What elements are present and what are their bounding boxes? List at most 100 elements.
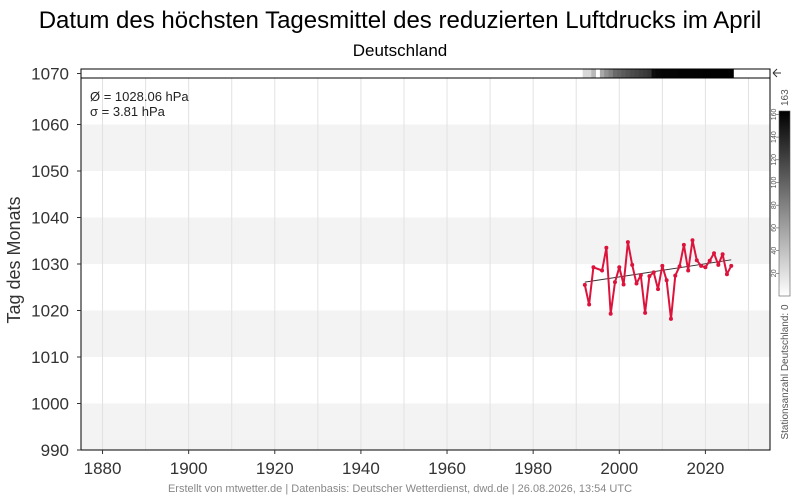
y-tick-label: 1030 [31,255,69,274]
y-tick-label: 990 [41,441,69,460]
station-cell [677,69,683,78]
data-point [707,258,712,263]
plot-frame [80,68,771,451]
station-cell [694,69,700,78]
data-point [625,240,630,245]
y-tick-label: 1000 [31,395,69,414]
data-point [694,258,699,263]
data-point [638,273,643,278]
data-point [664,278,669,283]
x-tick-label: 2000 [600,459,638,478]
station-cell [711,69,717,78]
data-point [630,262,635,267]
station-cell [604,69,609,78]
station-cell [630,69,635,78]
station-cell [673,69,678,78]
y-tick-label: 1010 [31,348,69,367]
station-cell [686,69,691,78]
footer-credit: Erstellt von mtwetter.de | Datenbasis: D… [168,483,632,495]
station-cell [582,69,588,78]
data-point [724,272,729,277]
data-point [677,264,682,269]
station-cell [660,69,665,78]
data-point [712,251,717,256]
station-cell [655,69,661,78]
y-tick-labels: 990 1000 1010 1020 1030 1040 1050 1060 1070 [31,65,81,460]
data-point [582,282,587,287]
series-line [583,239,733,320]
data-point [634,281,639,286]
colorbar-tick-label: 40 [771,247,778,255]
colorbar-tick-label: 80 [771,201,778,209]
data-point [660,263,665,268]
station-cell [591,69,596,78]
colorbar-tick-label: 120 [771,154,778,166]
colorbar-tick-label: 160 [771,108,778,120]
station-cell [586,69,592,78]
station-cell [724,69,730,78]
colorbar-ticks: 20 40 60 80 100 120 140 160 [771,108,779,277]
data-point [690,238,695,243]
data-point [656,287,661,292]
station-cell [716,69,721,78]
station-cell [729,69,734,78]
station-cell [617,69,622,78]
station-cell [681,69,687,78]
data-point [681,242,686,247]
data-point [608,311,613,316]
x-tick-label: 1980 [514,459,552,478]
arrow-left-icon [772,68,781,78]
colorbar-gradient [778,110,791,297]
band [81,310,770,357]
station-cell [608,69,614,78]
data-point [612,280,617,285]
station-cell [668,69,674,78]
station-cell [612,69,618,78]
station-cell [707,69,713,78]
stat-mean: Ø = 1028.06 hPa [90,89,189,104]
colorbar-title: Stationsanzahl Deutschland: 0 [780,304,791,440]
colorbar-max-label: 163 [780,89,791,106]
station-cell [698,69,704,78]
stat-sigma: σ = 3.81 hPa [90,104,166,119]
x-tick-label: 1880 [84,459,122,478]
station-cell [642,69,648,78]
band [81,124,770,171]
data-point [699,263,704,268]
data-point [617,265,622,270]
series-points [582,238,734,321]
station-cell [647,69,652,78]
data-point [720,252,725,257]
data-point [673,273,678,278]
station-cell [651,69,657,78]
data-point [643,310,648,315]
colorbar: 20 40 60 80 100 120 140 160 163 Stationsanzahl … [771,68,791,440]
data-point [621,282,626,287]
data-point [591,265,596,270]
colorbar-tick-label: 60 [771,224,778,232]
station-cell [621,69,627,78]
station-cell [664,69,670,78]
y-tick-label: 1040 [31,209,69,228]
station-cell [599,69,605,78]
y-axis-label: Tag des Monats [4,196,24,323]
station-cell [634,69,640,78]
colorbar-tick-label: 140 [771,131,778,143]
band [81,217,770,264]
data-point [647,274,652,279]
data-point [686,268,691,273]
station-cell [720,69,726,78]
station-stripe [582,69,734,78]
y-tick-label: 1060 [31,116,69,135]
x-tick-labels: 1880 1900 1920 1940 1960 1980 2000 2020 [84,450,724,478]
data-point [600,268,605,273]
x-tick-label: 1960 [428,459,466,478]
band [81,403,770,450]
station-cell [703,69,708,78]
station-cell [625,69,631,78]
y-tick-label: 1070 [31,65,69,84]
data-point [729,263,734,268]
colorbar-tick-label: 100 [771,177,778,189]
vertical-gridlines [102,78,749,450]
